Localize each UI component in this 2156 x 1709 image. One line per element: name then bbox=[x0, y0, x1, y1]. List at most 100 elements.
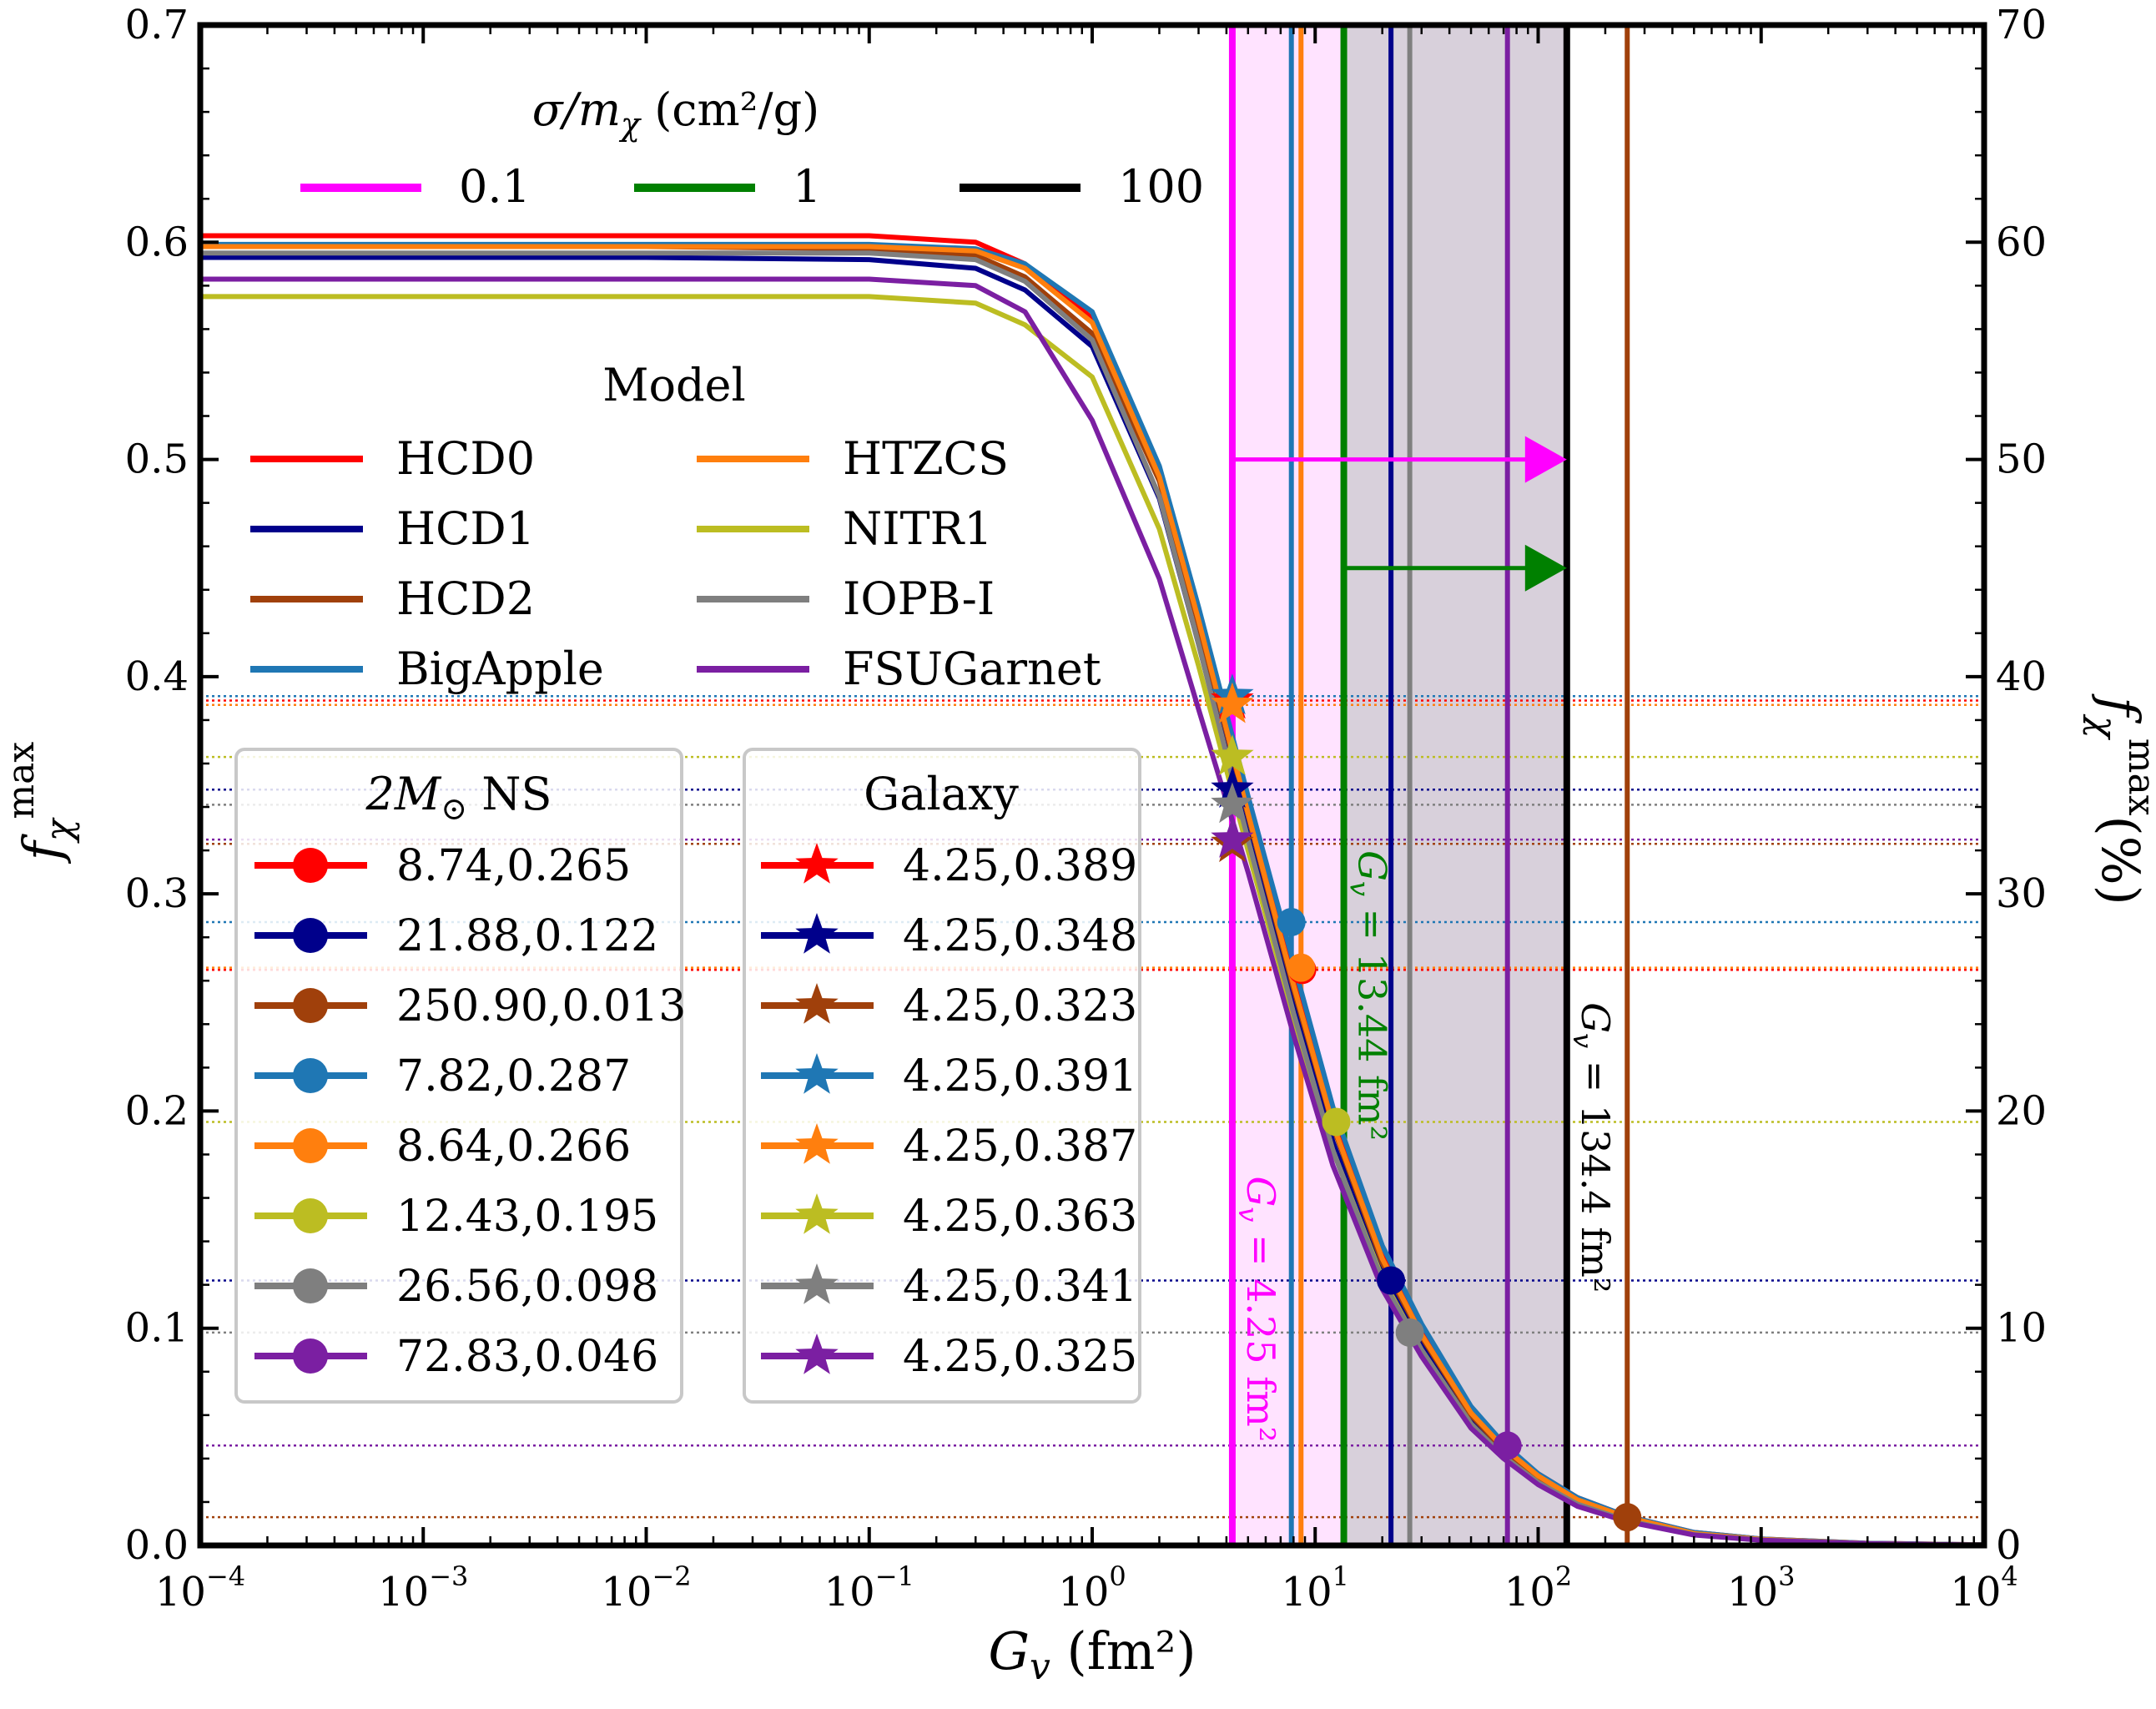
x-tick-exp: 4 bbox=[2001, 1560, 2017, 1592]
ns-legend-marker-7 bbox=[293, 1338, 328, 1374]
x-tick-exp: 1 bbox=[1332, 1560, 1349, 1592]
annotation-sub: v bbox=[1567, 1033, 1599, 1048]
annotation-value: = 134.4 fm² bbox=[1573, 1048, 1618, 1293]
annotation-1: Gv = 13.44 fm² bbox=[1344, 850, 1395, 1141]
arrow-head-0 bbox=[1524, 436, 1567, 483]
sigma-title-sub: χ bbox=[618, 106, 642, 143]
y-tick-label-7: 0.7 bbox=[125, 2, 189, 48]
annotation-g: G bbox=[1238, 1177, 1283, 1207]
ns-legend-marker-1 bbox=[293, 918, 328, 953]
ns-legend-marker-5 bbox=[293, 1198, 328, 1233]
y-tick-label-3: 0.3 bbox=[125, 870, 189, 917]
annotation-sub: v bbox=[1344, 881, 1376, 896]
ns-point-3 bbox=[1277, 907, 1306, 936]
y-tick-label-2: 0.2 bbox=[125, 1087, 189, 1134]
ns-point-2 bbox=[1613, 1503, 1642, 1532]
y-tick-label-4: 0.4 bbox=[125, 653, 189, 700]
ns-legend-marker-4 bbox=[293, 1128, 328, 1163]
x-tick-exp: −2 bbox=[652, 1560, 691, 1592]
sigma-legend-title: σ/mχ (cm²/g) bbox=[532, 83, 819, 143]
x-tick-exp: −1 bbox=[875, 1560, 914, 1592]
y-tick-label-right-3: 30 bbox=[1996, 870, 2047, 917]
ns-point-4 bbox=[1287, 953, 1316, 982]
galaxy-legend-marker-5 bbox=[795, 1193, 839, 1234]
galaxy-legend-label-5: 4.25,0.363 bbox=[903, 1192, 1137, 1242]
galaxy-legend-label-2: 4.25,0.323 bbox=[903, 981, 1137, 1031]
arrow-head-1 bbox=[1524, 544, 1567, 592]
ns-legend-label-3: 7.82,0.287 bbox=[396, 1051, 631, 1102]
model-legend-title: Model bbox=[602, 359, 746, 411]
y-tick-label-right-1: 10 bbox=[1996, 1305, 2047, 1352]
x-tick-base: 10 bbox=[1950, 1569, 2001, 1616]
constraint-arrows bbox=[1232, 436, 1567, 592]
y-tick-label-6: 0.6 bbox=[125, 219, 189, 265]
sigma-title-unit: (cm²/g) bbox=[640, 83, 819, 136]
x-tick-base: 10 bbox=[378, 1569, 429, 1616]
x-tick-base: 10 bbox=[1282, 1569, 1332, 1616]
y-label-right-suffix: (%) bbox=[2090, 816, 2151, 905]
annotation-g: G bbox=[1350, 850, 1395, 881]
x-label-unit: (fm²) bbox=[1050, 1621, 1196, 1681]
shaded-region-0 bbox=[1232, 25, 1344, 1545]
ns-title-rest: NS bbox=[467, 768, 552, 820]
x-tick-exp: −4 bbox=[206, 1560, 245, 1592]
x-tick-exp: 3 bbox=[1778, 1560, 1795, 1592]
galaxy-legend-label-7: 4.25,0.325 bbox=[903, 1332, 1137, 1382]
galaxy-legend-marker-1 bbox=[795, 913, 839, 954]
x-label-sub: v bbox=[1030, 1646, 1050, 1688]
galaxy-legend-title: Galaxy bbox=[864, 768, 1019, 820]
model-legend-label-0: HCD0 bbox=[396, 432, 535, 485]
x-tick-base: 10 bbox=[601, 1569, 652, 1616]
model-legend-label-4: HTZCS bbox=[843, 432, 1009, 485]
y-label-right-sup: max bbox=[2120, 739, 2156, 816]
x-tick-exp: 0 bbox=[1109, 1560, 1126, 1592]
x-tick-label-5: 101 bbox=[1282, 1560, 1349, 1616]
x-tick-exp: 2 bbox=[1555, 1560, 1572, 1592]
x-tick-base: 10 bbox=[155, 1569, 206, 1616]
galaxy-legend-label-0: 4.25,0.389 bbox=[903, 841, 1137, 891]
model-legend-label-2: HCD2 bbox=[396, 572, 535, 625]
annotation-0: Gv = 4.25 fm² bbox=[1232, 1177, 1283, 1443]
galaxy-legend-label-4: 4.25,0.387 bbox=[903, 1122, 1137, 1172]
ns-legend-label-6: 26.56,0.098 bbox=[396, 1262, 658, 1312]
model-legend-label-6: IOPB-I bbox=[843, 572, 995, 625]
ns-point-5 bbox=[1322, 1107, 1351, 1137]
y-tick-label-right-6: 60 bbox=[1996, 219, 2047, 265]
x-tick-base: 10 bbox=[1058, 1569, 1109, 1616]
ns-legend-marker-2 bbox=[293, 988, 328, 1023]
x-tick-label-4: 100 bbox=[1058, 1560, 1126, 1616]
y-tick-label-1: 0.1 bbox=[125, 1305, 189, 1352]
x-tick-label-2: 10−2 bbox=[601, 1560, 691, 1616]
x-tick-label-0: 10−4 bbox=[155, 1560, 245, 1616]
galaxy-star-4 bbox=[1211, 682, 1254, 723]
ns-legend-label-5: 12.43,0.195 bbox=[396, 1192, 658, 1242]
annotation-2: Gv = 134.4 fm² bbox=[1567, 1002, 1618, 1293]
ns-legend-label-2: 250.90,0.013 bbox=[396, 981, 686, 1031]
sigma-title-main: σ/m bbox=[532, 83, 621, 136]
ns-point-1 bbox=[1377, 1266, 1406, 1295]
x-tick-label-1: 10−3 bbox=[378, 1560, 468, 1616]
shaded-region-1 bbox=[1343, 25, 1567, 1545]
x-axis-label: Gv (fm²) bbox=[988, 1621, 1196, 1688]
model-legend-label-7: FSUGarnet bbox=[843, 643, 1101, 695]
model-legend-label-3: BigApple bbox=[396, 643, 604, 695]
legends: σ/mχ (cm²/g)0.1 1 100ModelHCD0HCD1HCD2BigA… bbox=[234, 83, 1204, 1404]
data-markers bbox=[1211, 673, 1642, 1532]
x-tick-label-6: 102 bbox=[1504, 1560, 1572, 1616]
ns-title-sub: ⊙ bbox=[441, 790, 467, 827]
galaxy-legend-marker-7 bbox=[795, 1333, 839, 1374]
model-legend-label-5: NITR1 bbox=[843, 502, 993, 555]
galaxy-legend-marker-3 bbox=[795, 1053, 839, 1094]
galaxy-legend-marker-2 bbox=[795, 983, 839, 1024]
y-tick-label-5: 0.5 bbox=[125, 436, 189, 483]
x-tick-base: 10 bbox=[1727, 1569, 1778, 1616]
x-tick-label-3: 10−1 bbox=[824, 1560, 914, 1616]
galaxy-legend-marker-0 bbox=[795, 843, 839, 884]
ns-legend-marker-0 bbox=[293, 848, 328, 883]
galaxy-legend-marker-4 bbox=[795, 1123, 839, 1164]
y-tick-label-right-4: 40 bbox=[1996, 653, 2047, 700]
y-axis-label: fχmax bbox=[0, 742, 81, 865]
